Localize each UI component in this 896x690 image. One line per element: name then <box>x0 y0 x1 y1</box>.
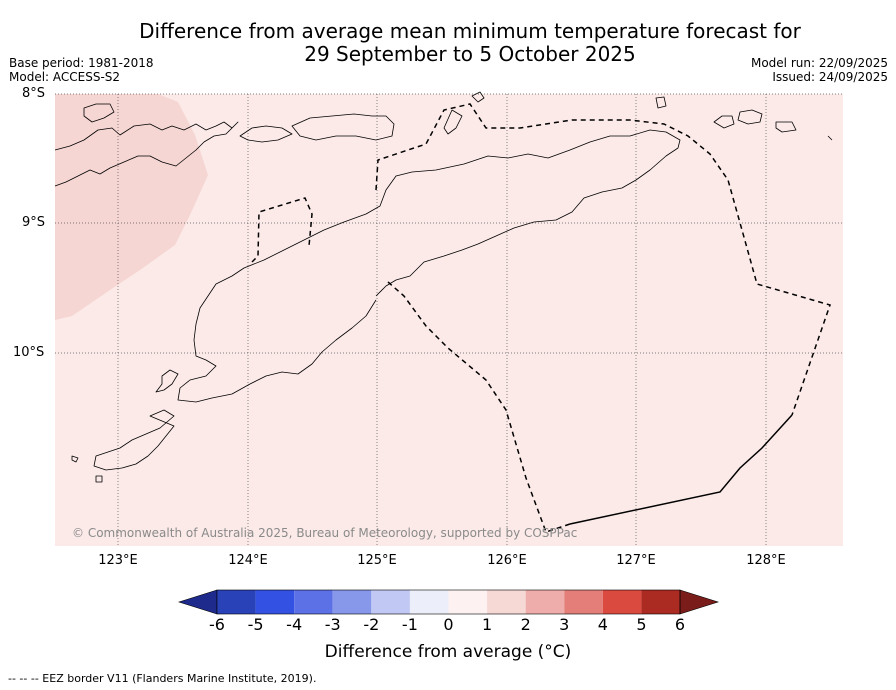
colorbar-tick-label: 2 <box>520 615 531 634</box>
coast-islet-6 <box>713 115 735 129</box>
copyright-notice: © Commonwealth of Australia 2025, Bureau… <box>72 526 578 540</box>
colorbar-tick-label: 1 <box>481 615 493 634</box>
lon-label-123e: 123°E <box>98 553 138 568</box>
title-line-1: Difference from average mean minimum tem… <box>139 19 801 43</box>
model-name: Model: ACCESS-S2 <box>9 70 121 84</box>
colorbar-tick-label: -4 <box>286 615 303 634</box>
title-line-2: 29 September to 5 October 2025 <box>304 42 636 66</box>
lon-label-124e: 124°E <box>228 553 268 568</box>
colorbar-tick-label: 6 <box>674 615 686 634</box>
colorbar-tick-label: -6 <box>209 615 225 634</box>
chart-title: Difference from average mean minimum tem… <box>0 20 896 66</box>
colorbar-segment <box>448 590 488 614</box>
lat-label-10s: 10°S <box>13 345 45 360</box>
eez-border-solid <box>569 414 793 525</box>
coast-timor <box>177 129 681 403</box>
colorbar-label: Difference from average (°C) <box>324 642 572 662</box>
colorbar-tick-label: 0 <box>443 615 454 634</box>
colorbar-segment <box>525 590 565 614</box>
eez-borders <box>251 103 831 533</box>
colorbar-segment <box>409 590 449 614</box>
lon-label-125e: 125°E <box>357 553 397 568</box>
colorbar-border <box>216 589 681 615</box>
coast-islet-2 <box>239 125 293 143</box>
model-run: Model run: 22/09/2025 <box>750 56 888 70</box>
coast-islet-7 <box>737 109 763 125</box>
meta-left: Base period: 1981-2018 Model: ACCESS-S2 <box>9 56 154 84</box>
graticule <box>55 93 843 546</box>
coast-islet-5 <box>655 96 667 109</box>
colorbar-segment <box>255 590 295 614</box>
base-period: Base period: 1981-2018 <box>9 56 154 70</box>
colorbar-segment <box>487 590 526 614</box>
meta-right: Model run: 22/09/2025 Issued: 24/09/2025 <box>751 56 888 84</box>
colorbar-tick-label: 3 <box>559 615 570 634</box>
coast-islet-9 <box>71 455 79 463</box>
colorbar-tick-label: 4 <box>597 615 608 634</box>
coast-islet-1 <box>83 103 115 123</box>
lon-label-126e: 126°E <box>487 553 527 568</box>
coast-semau <box>155 369 179 393</box>
colorbar-tick-label: -2 <box>363 615 380 634</box>
issued-date: Issued: 24/09/2025 <box>772 70 888 84</box>
colorbar-extend-low <box>178 589 218 615</box>
eez-border-west <box>251 197 313 263</box>
coast-flores <box>54 121 239 187</box>
lon-label-127e: 127°E <box>616 553 656 568</box>
colorbar-tick-label: 5 <box>636 615 647 634</box>
coastlines <box>54 91 833 483</box>
coast-rote <box>93 409 175 471</box>
colorbar-segment <box>332 590 372 614</box>
coast-islet-4 <box>471 91 485 103</box>
coast-islet-11 <box>827 135 833 141</box>
colorbar-tick-label: -5 <box>247 615 264 634</box>
eez-border-south <box>387 281 571 533</box>
colorbar-segment <box>602 590 642 614</box>
eez-footnote: -- -- -- EEZ border V11 (Flanders Marine… <box>8 672 317 685</box>
colorbar-tick-label: -3 <box>324 615 341 634</box>
lat-label-9s: 9°S <box>22 215 46 230</box>
colorbar <box>178 589 719 615</box>
colorbar-extend-high <box>679 589 719 615</box>
coast-islet-3 <box>443 109 463 135</box>
coast-islet-10 <box>95 475 103 483</box>
eez-border-east <box>375 103 831 416</box>
colorbar-segment <box>371 590 410 614</box>
colorbar-segment <box>217 590 256 614</box>
coast-islet-8 <box>775 121 797 133</box>
colorbar-segment <box>641 590 680 614</box>
colorbar-segment <box>294 590 333 614</box>
warmer-anomaly-patch <box>55 94 208 320</box>
colorbar-segment <box>564 590 603 614</box>
lon-label-128e: 128°E <box>746 553 786 568</box>
colorbar-tick-label: -1 <box>401 615 418 634</box>
coast-alor <box>291 113 395 141</box>
lat-label-8s: 8°S <box>22 86 46 101</box>
